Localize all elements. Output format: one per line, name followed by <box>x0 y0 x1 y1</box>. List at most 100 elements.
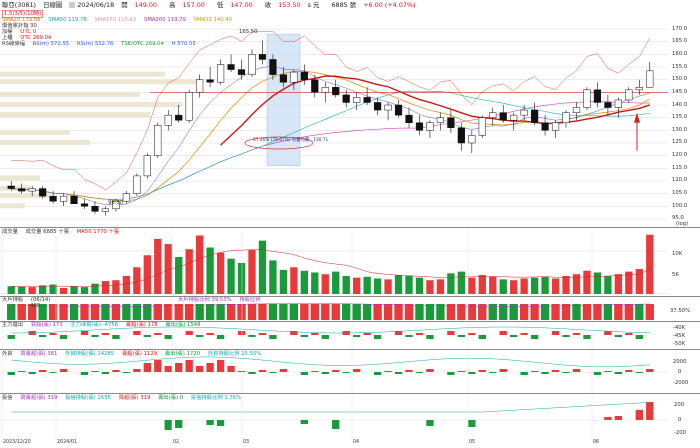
trust-bar <box>614 416 623 420</box>
mainforce-sell2[interactable]: 賣出(張) 1548 <box>165 322 201 328</box>
legend-rs-m[interactable]: RS(m) 532.76 <box>76 41 114 47</box>
trust-bar <box>646 402 654 420</box>
candle-body <box>646 70 654 88</box>
holders-pct[interactable]: 大戶持股比例 39.53% <box>177 297 232 303</box>
mainforce-bar <box>426 335 434 339</box>
candle-body <box>300 71 308 80</box>
legend-rs[interactable]: RS(m) 570.55 <box>32 41 70 47</box>
mainforce-bar <box>164 335 172 339</box>
mainforce-net[interactable]: 主力淨買(張) -4756 <box>70 322 119 328</box>
foreign-bar <box>332 370 340 372</box>
candle-body <box>133 175 141 194</box>
trust-legend: 投信 買賣超(張) 319 投信持股(張) 1635 買超(張) 319 賣出(… <box>2 395 247 401</box>
legend-sma30[interactable]: SMA30 140.40 <box>193 17 233 23</box>
legend-sma20[interactable]: SMA20 139.08 <box>2 17 41 23</box>
mainforce-bar <box>91 335 99 337</box>
candle-body <box>49 195 57 202</box>
sma50-line <box>11 90 650 200</box>
foreign-bar <box>415 372 424 373</box>
volume-bar <box>175 256 183 294</box>
stock-name[interactable]: 聯亞(3081) <box>2 1 37 9</box>
price-axis-label: 165.0 <box>672 38 688 45</box>
candle-body <box>394 104 403 116</box>
panel-divider <box>0 393 700 394</box>
holders-other[interactable]: 持股比例 <box>239 297 261 303</box>
volume-bar <box>384 279 392 294</box>
volume-bar <box>300 270 308 294</box>
legend-h[interactable]: H 570.55 <box>171 41 196 47</box>
legend-sma150[interactable]: SMA150 115.63 <box>94 17 137 23</box>
holders-bar <box>499 304 508 320</box>
volume-bar <box>248 250 256 294</box>
volume-bar <box>28 287 36 294</box>
candle-body <box>604 102 612 108</box>
mainforce-sell[interactable]: 賣超(張) 178 <box>125 322 158 328</box>
holders-bar <box>624 304 634 320</box>
legend-tag[interactable]: 1.5(3/5)(10時) <box>2 10 44 18</box>
trust-ratio[interactable]: 投信持股比例 1.76% <box>190 395 242 401</box>
holders-bar <box>164 304 173 320</box>
period-selector[interactable]: 日線圖 <box>43 1 63 9</box>
legend-weighted: 加權 <box>2 29 13 35</box>
foreign-s2[interactable]: 賣出(張) 1720 <box>164 351 201 357</box>
volume-bar <box>415 277 424 294</box>
mainforce-buy[interactable]: 買超(張) 173 <box>30 322 63 328</box>
volume-bar <box>237 263 246 294</box>
volume-bar <box>7 286 15 294</box>
foreign-bar <box>38 370 47 372</box>
trust-axis-1: 200 <box>674 402 685 408</box>
calendar-icon[interactable] <box>69 2 76 8</box>
change-value: +6.00 (+4.07%) <box>363 1 416 9</box>
price-axis-label: 170.0 <box>672 25 688 32</box>
candle-body <box>614 99 622 108</box>
foreign-bar <box>206 363 214 372</box>
holders-bar <box>425 304 435 320</box>
candle-body <box>164 114 172 126</box>
foreign-bar <box>195 366 204 372</box>
foreign-ratio[interactable]: 外資持股比例 15.55% <box>207 351 262 357</box>
time-axis-label: 2024/01 <box>57 440 77 445</box>
candle-body <box>625 89 633 101</box>
volume-bar <box>457 271 466 294</box>
foreign-bar <box>269 372 277 373</box>
volume-bar <box>279 269 288 294</box>
foreign-bar <box>91 371 99 372</box>
holders-bar <box>446 304 456 320</box>
holders-bar <box>342 304 351 320</box>
foreign-b2[interactable]: 賣超(張) 1129 <box>121 351 158 357</box>
holders-axis: 37.50% <box>670 308 691 314</box>
candle-body <box>489 112 497 118</box>
foreign-bar <box>457 371 466 372</box>
foreign-buy[interactable]: 買賣超(張) 381 <box>20 351 58 357</box>
volume-bar <box>468 277 476 294</box>
holders-ratio-line <box>11 303 650 307</box>
trust-hold[interactable]: 投信持股(張) 1635 <box>65 395 111 401</box>
price-legend-row2: SMA20 139.08 SMA50 119.78 SMA150 115.63 … <box>2 17 238 23</box>
holders-bar <box>614 304 623 320</box>
foreign-hold[interactable]: 外資持股(張) 14285 <box>65 351 115 357</box>
red-trend-ma <box>220 75 650 146</box>
holders-legend: 大戶持股 (06/14) 大戶持股比例 39.53% 持股比例 <box>2 297 267 303</box>
volume-bar <box>195 235 204 294</box>
volume-profile-bar <box>0 203 25 209</box>
trust-buy[interactable]: 買賣超(張) 319 <box>20 395 58 401</box>
trust-b2[interactable]: 買超(張) 319 <box>118 395 151 401</box>
foreign-bar <box>227 366 235 372</box>
volume-ma50[interactable]: MA50 1770 十張 <box>76 229 120 235</box>
foreign-axis-3: -2000 <box>673 380 689 386</box>
holders-bar <box>17 304 26 320</box>
legend-sma200[interactable]: SMA200 119.79 <box>143 17 186 23</box>
panel-divider <box>0 349 700 350</box>
volume-bar <box>91 283 99 294</box>
legend-sma50[interactable]: SMA50 119.78 <box>48 17 87 23</box>
volume-value-legend[interactable]: 成交量 6885 十張 <box>25 229 69 235</box>
holders-bar <box>132 304 142 320</box>
holders-bar <box>362 304 372 320</box>
holders-bar <box>90 304 100 320</box>
candle-body <box>447 117 455 129</box>
mainforce-bar <box>614 335 623 337</box>
trust-s2[interactable]: 賣出(張) 0 <box>158 395 184 401</box>
volume-bar <box>321 274 329 294</box>
legend-tse-otc[interactable]: TSE/OTC 269.04 <box>121 41 164 47</box>
